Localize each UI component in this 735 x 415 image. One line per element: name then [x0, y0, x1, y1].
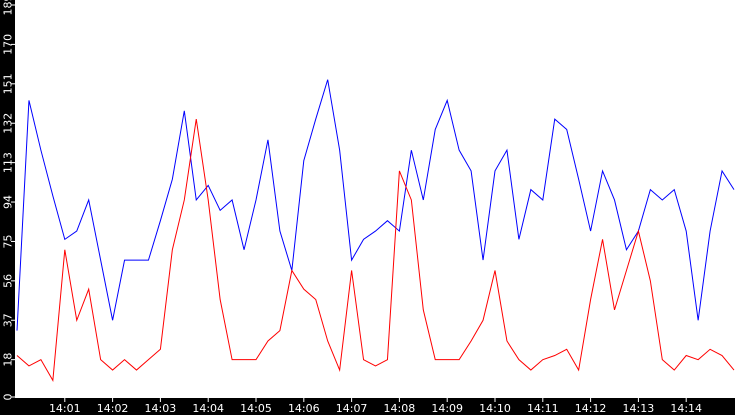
y-tick-label: 170: [2, 34, 15, 55]
x-tick-label: 14:04: [192, 402, 224, 415]
x-tick-label: 14:09: [431, 402, 463, 415]
x-tick-label: 14:05: [240, 402, 272, 415]
x-tick-label: 14:07: [336, 402, 368, 415]
x-tick-label: 14:10: [479, 402, 511, 415]
x-tick-label: 14:11: [527, 402, 559, 415]
series-line-blue: [16, 79, 735, 331]
x-tick-label: 14:08: [384, 402, 416, 415]
x-tick-label: 14:02: [97, 402, 129, 415]
y-tick-label: 18: [2, 353, 15, 367]
x-tick-label: 14:14: [670, 402, 702, 415]
y-tick-label: 37: [2, 313, 15, 327]
y-tick-label: 132: [2, 113, 15, 134]
x-tick-label: 14:13: [623, 402, 655, 415]
x-tick-label: 14:01: [49, 402, 81, 415]
y-tick-label: 0: [2, 394, 15, 401]
y-tick-label: 113: [2, 152, 15, 173]
series-line-red: [16, 119, 735, 383]
y-tick-label: 151: [2, 73, 15, 94]
y-tick-label: 189: [2, 0, 15, 16]
y-tick-label: 75: [2, 234, 15, 248]
x-axis-strip: [0, 398, 735, 415]
x-tick-label: 14:06: [288, 402, 320, 415]
y-tick-label: 94: [2, 195, 15, 209]
y-axis-strip: [0, 0, 15, 415]
y-tick-label: 56: [2, 274, 15, 288]
x-tick-label: 14:03: [145, 402, 177, 415]
x-tick-label: 14:12: [575, 402, 607, 415]
